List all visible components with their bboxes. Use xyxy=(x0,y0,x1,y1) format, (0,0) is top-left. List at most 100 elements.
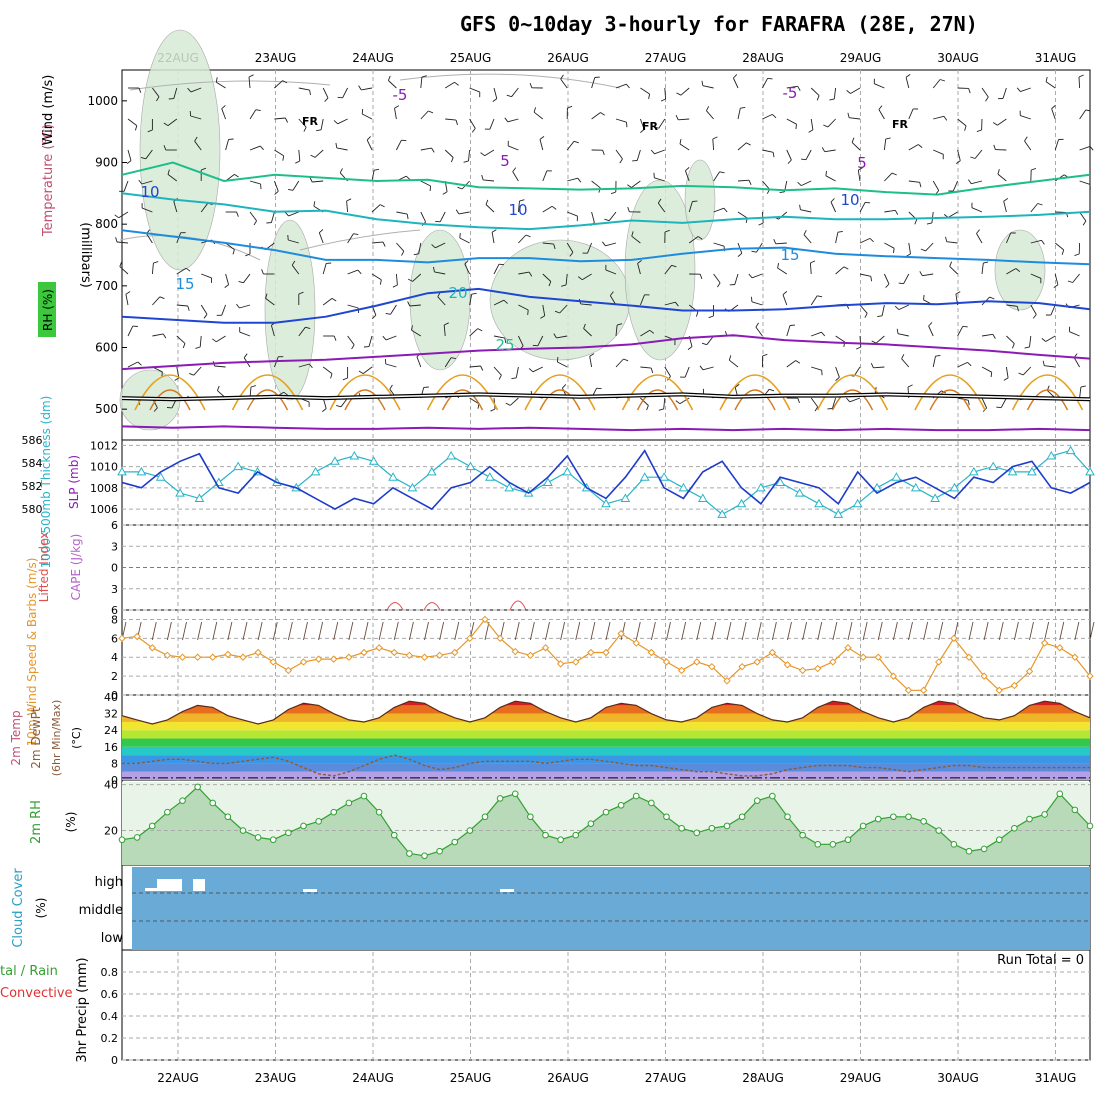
wind-barb xyxy=(592,113,601,120)
wind-barb xyxy=(605,243,616,246)
wind-barb xyxy=(391,305,397,314)
wind-barb xyxy=(372,242,383,243)
wind-barb xyxy=(811,367,822,370)
wind-barb xyxy=(494,367,501,375)
wind-barb xyxy=(421,181,431,186)
wind-barb xyxy=(512,88,519,97)
surface-wind-barb xyxy=(1060,622,1064,640)
wind-barb-flag xyxy=(256,110,261,111)
wind-barb xyxy=(874,84,884,88)
stability-tick-label: 6 xyxy=(111,519,118,532)
wind-barb-flag xyxy=(872,341,876,343)
stability-tick-label: 3 xyxy=(111,540,118,553)
temp-band xyxy=(122,739,1090,747)
wind-barb-flag xyxy=(195,347,200,348)
pressure-tick-label: 800 xyxy=(95,217,118,231)
wind-barb-flag xyxy=(285,212,288,216)
wind-barb xyxy=(1046,82,1055,88)
wind-speed-marker xyxy=(180,654,186,660)
wind-barb-flag xyxy=(451,158,453,163)
thickness-marker xyxy=(563,468,571,475)
thickness-marker xyxy=(679,484,687,491)
rh-marker xyxy=(286,830,292,836)
wind-barb-flag xyxy=(386,313,391,314)
wind-barb xyxy=(733,78,738,88)
wind-barb xyxy=(1044,366,1055,367)
wind-barb xyxy=(804,235,811,243)
bottom-date-label: 22AUG xyxy=(157,1071,199,1085)
wind-barb xyxy=(825,150,836,152)
wind-barb xyxy=(904,274,909,284)
wind-barb xyxy=(348,305,359,308)
rh-marker xyxy=(633,793,639,799)
rh-marker xyxy=(981,846,987,852)
bottom-date-label: 27AUG xyxy=(645,1071,687,1085)
wind-barb-flag xyxy=(729,355,731,360)
wind-barb xyxy=(933,181,939,191)
temp-contour-warm xyxy=(428,375,498,410)
wind-barb xyxy=(882,305,884,316)
wind-barb-flag xyxy=(1004,198,1008,201)
wind-barb xyxy=(470,366,481,367)
wind-barb xyxy=(312,181,323,182)
wind-barb xyxy=(706,111,713,119)
rh-marker xyxy=(543,832,549,838)
wind-barb xyxy=(1079,77,1080,88)
wind-barb-flag xyxy=(127,161,131,164)
surface-wind-barb xyxy=(863,622,867,640)
wind-barb-flag xyxy=(472,293,477,294)
rh-marker xyxy=(966,848,972,854)
wind-barb-flag xyxy=(627,185,631,188)
wind-speed-marker xyxy=(240,654,246,660)
wind-barb-flag xyxy=(380,205,384,207)
cloud-level-label: middle xyxy=(79,903,123,918)
contour-label: 20 xyxy=(448,284,467,302)
wind-barb-flag xyxy=(696,312,698,317)
wind-barb-flag xyxy=(756,323,759,327)
wind-barb-flag xyxy=(970,157,975,159)
wind-barb-flag xyxy=(822,332,825,336)
temp-tick-label: 32 xyxy=(104,708,118,721)
wind-speed-marker xyxy=(391,650,397,656)
temp-band xyxy=(122,755,1090,763)
wind-barb-flag xyxy=(336,405,341,406)
rh-contour-line xyxy=(400,74,620,88)
rh-marker xyxy=(588,821,594,827)
wind-barb-flag xyxy=(283,156,284,161)
temp-tick-label: 40 xyxy=(104,691,118,704)
wind-barb xyxy=(1073,274,1080,283)
lifted-index-axis-label: Lifted Index xyxy=(37,532,51,603)
wind-barb-flag xyxy=(395,106,399,109)
precip-tick-label: 0.4 xyxy=(101,1010,119,1023)
surface-wind-barb xyxy=(1030,622,1034,640)
wind-barb xyxy=(319,233,323,243)
wind-barb-flag xyxy=(1068,281,1073,283)
wind-barb xyxy=(958,362,968,367)
wind-barb-flag xyxy=(993,334,996,338)
temp-contour-warm xyxy=(720,375,790,410)
cloud-level-label: high xyxy=(95,875,123,890)
wind-barb xyxy=(811,119,813,130)
wind-barb xyxy=(323,367,332,374)
wind-barb-flag xyxy=(844,267,848,269)
precip-tick-label: 0.2 xyxy=(101,1032,119,1045)
wind-barb xyxy=(534,112,543,119)
wind-speed-marker xyxy=(225,651,231,657)
wind-barb-flag xyxy=(826,171,827,176)
wind-barb xyxy=(756,327,763,336)
wind-speed-marker xyxy=(210,654,216,660)
wind-barb xyxy=(128,362,138,367)
rh2m-unit-label: (%) xyxy=(64,812,78,833)
wind-barb-flag xyxy=(511,378,516,379)
wind-barb-flag xyxy=(936,355,941,356)
wind-barb-flag xyxy=(1062,250,1064,255)
surface-wind-barb xyxy=(1090,622,1094,640)
wind-barb xyxy=(811,332,821,336)
rh-marker xyxy=(512,791,518,797)
wind-barb-flag xyxy=(295,161,300,163)
pressure-tick-label: 500 xyxy=(95,402,118,416)
wind-barb-flag xyxy=(831,198,834,202)
surface-wind-barb xyxy=(425,622,429,640)
wind-barb xyxy=(321,119,323,130)
